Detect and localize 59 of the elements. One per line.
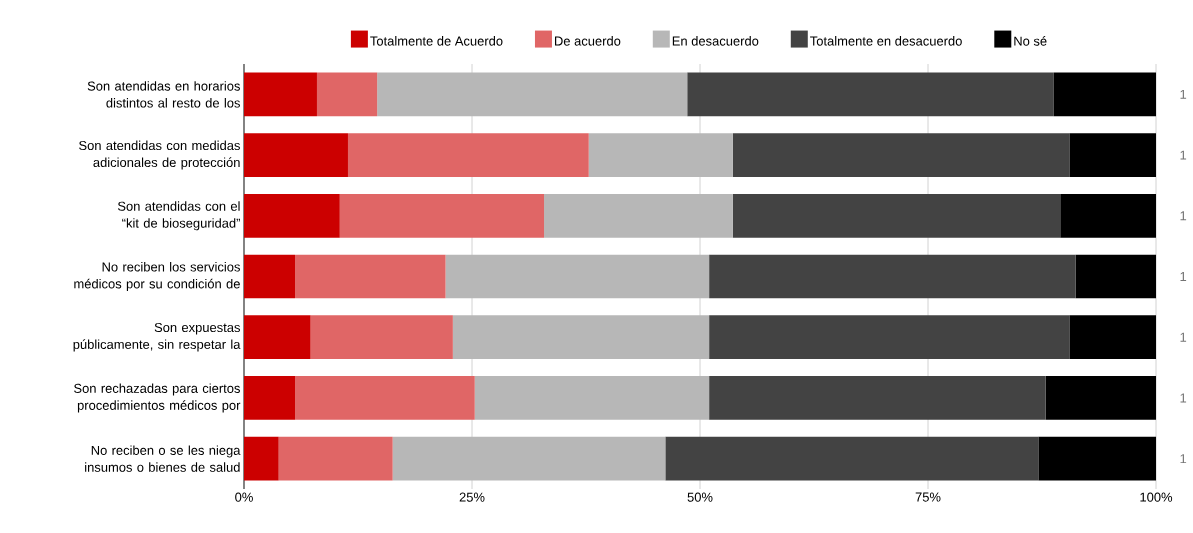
text: 1	[1180, 150, 1187, 160]
legend-label: Totalmente de Acuerdo	[370, 36, 503, 46]
x-tick-label: 0%	[235, 492, 253, 502]
legend-label: De acuerdo	[555, 36, 621, 46]
bar	[392, 436, 666, 481]
bar	[278, 436, 393, 481]
bar	[1038, 436, 1157, 481]
bar	[377, 72, 688, 117]
bar	[244, 72, 317, 117]
y-tick-label: Son expuestas públicamente, sin respetar la	[73, 322, 241, 352]
bar	[452, 315, 710, 360]
bar	[339, 193, 545, 238]
bar	[316, 72, 378, 117]
bar	[244, 193, 340, 238]
text: 1	[1180, 332, 1187, 342]
legend-label: Totalmente en desacuerdo	[810, 36, 962, 46]
y-tick-label: No reciben los servicios médicos por su condición de	[74, 262, 240, 292]
y-tick-label: No reciben o se les niega insumos o bienes de salud	[85, 445, 241, 472]
bar	[244, 254, 296, 299]
text: 1	[1180, 393, 1187, 403]
bar	[295, 376, 475, 420]
bar	[1075, 254, 1157, 299]
bar	[687, 72, 1054, 117]
bar	[244, 376, 296, 420]
bar	[588, 133, 733, 177]
bar	[732, 193, 1061, 238]
bar	[310, 315, 453, 360]
bar	[474, 376, 710, 420]
bar	[347, 133, 589, 177]
x-tick-label: 25%	[459, 492, 485, 502]
bar	[244, 436, 279, 481]
bar	[709, 376, 1046, 420]
text: 1	[1180, 454, 1187, 464]
y-tick-label: Son atendidas en horarios distintos al resto de los	[87, 81, 240, 108]
x-tick-label: 100%	[1140, 492, 1173, 502]
bar	[1069, 315, 1157, 360]
bar	[244, 315, 311, 360]
y-tick-label: Son atendidas con medidas adicionales de protección	[79, 140, 240, 170]
bar	[1069, 133, 1157, 177]
text: 1	[1180, 272, 1187, 281]
y-tick-label: Son atendidas con el “kit de bioseguridad”	[117, 201, 240, 231]
y-tick-label: Son rechazadas para ciertos procedimientos médicos por	[74, 383, 241, 413]
bar	[295, 254, 446, 299]
bar	[665, 436, 1039, 481]
legend-label: No sé	[1014, 36, 1047, 46]
bar	[1045, 376, 1157, 420]
bar	[709, 254, 1076, 299]
bar	[732, 133, 1070, 177]
legend-label: En desacuerdo	[672, 36, 759, 46]
bar	[445, 254, 710, 299]
bar	[544, 193, 733, 238]
bar	[1060, 193, 1157, 238]
bar	[709, 315, 1070, 360]
bar	[1053, 72, 1157, 117]
x-tick-label: 50%	[687, 492, 713, 502]
x-tick-label: 75%	[915, 492, 941, 502]
bar	[244, 133, 348, 177]
text: 1	[1180, 211, 1187, 221]
text: 1	[1180, 89, 1187, 99]
